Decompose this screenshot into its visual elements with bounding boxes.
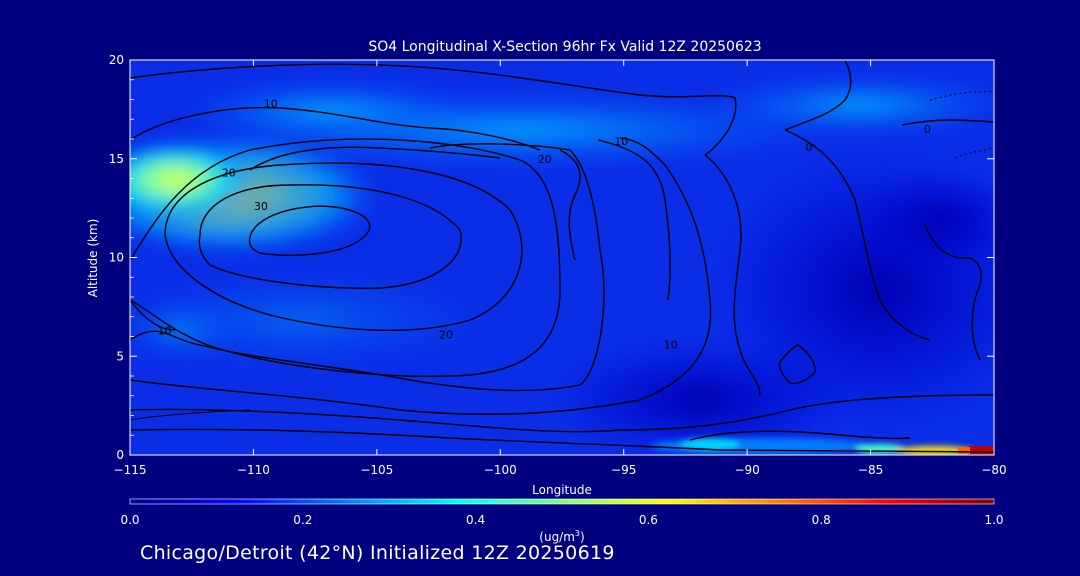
x-tick-label: −95 xyxy=(611,463,636,477)
chart-title: SO4 Longitudinal X-Section 96hr Fx Valid… xyxy=(368,39,761,55)
contour-line xyxy=(929,91,994,101)
upper-band xyxy=(700,75,994,135)
colorbar xyxy=(129,498,995,505)
contour-line xyxy=(559,149,581,261)
contour-lines xyxy=(130,60,994,453)
contour-line xyxy=(248,205,371,256)
contour-label: 10 xyxy=(664,338,678,351)
contour-label: 10 xyxy=(264,97,278,110)
x-axis-label: Longitude xyxy=(532,483,592,497)
low-concentration-region xyxy=(850,170,994,270)
contour-line xyxy=(130,106,541,151)
mid-band xyxy=(130,300,240,360)
y-tick-label: 15 xyxy=(109,152,124,166)
contour-label: 10 xyxy=(614,135,628,148)
contour-line xyxy=(130,428,994,453)
contour-line xyxy=(130,394,994,433)
colorbar-tick-label: 0.8 xyxy=(812,513,831,527)
contour-line xyxy=(784,60,852,131)
colorbar-ticks: 0.0 0.2 0.4 0.6 0.8 1.0 xyxy=(120,513,1003,527)
x-tick-label: −110 xyxy=(237,463,270,477)
contour-line xyxy=(130,63,737,156)
contour-line xyxy=(249,146,501,171)
contour-line xyxy=(901,119,994,126)
surface-moderate xyxy=(895,446,975,455)
x-tick-label: −115 xyxy=(114,463,147,477)
surface-maximum-edge xyxy=(958,447,970,454)
run-info: Chicago/Detroit (42°N) Initialized 12Z 2… xyxy=(140,542,615,564)
colorbar-unit-base: (ug/m xyxy=(539,530,575,544)
contour-label: 0 xyxy=(805,141,812,154)
x-tick-label: −80 xyxy=(981,463,1006,477)
contour-label: 0 xyxy=(924,123,931,136)
contour-line xyxy=(704,154,761,396)
x-tick-label: −100 xyxy=(484,463,517,477)
colorbar-unit-sup: 3 xyxy=(575,529,580,538)
colorbar-tick-label: 0.2 xyxy=(293,513,312,527)
colorbar-unit-end: ) xyxy=(580,530,585,544)
contour-line xyxy=(130,299,176,331)
x-axis-ticks: −115 −110 −105 −100 −95 −90 −85 −80 xyxy=(114,60,1007,477)
concentration-field xyxy=(130,75,994,455)
colorbar-tick-label: 0.0 xyxy=(120,513,139,527)
y-tick-label: 10 xyxy=(109,251,124,265)
low-concentration-region xyxy=(550,340,850,455)
contour-label: 10 xyxy=(158,325,172,338)
contour-line xyxy=(924,224,982,361)
surface-maximum xyxy=(968,446,994,455)
surface-band xyxy=(680,438,740,450)
contour-line xyxy=(130,409,251,421)
y-tick-label: 5 xyxy=(116,349,124,363)
contour-line xyxy=(130,137,712,416)
y-axis-ticks: 0 5 10 15 20 xyxy=(109,53,994,462)
y-axis-label: Altitude (km) xyxy=(86,219,100,298)
contour-line xyxy=(130,143,605,392)
contour-labels: 10 10 20 20 30 20 10 10 0 0 xyxy=(158,97,931,351)
colorbar-tick-label: 1.0 xyxy=(984,513,1003,527)
contour-line xyxy=(689,430,911,441)
contour-line xyxy=(597,139,671,301)
colorbar-unit: (ug/m3) xyxy=(539,529,584,544)
x-tick-label: −85 xyxy=(858,463,883,477)
contour-label: 20 xyxy=(538,153,552,166)
colorbar-tick-label: 0.6 xyxy=(639,513,658,527)
y-tick-label: 0 xyxy=(116,448,124,462)
contour-line xyxy=(778,344,816,385)
contour-line xyxy=(164,162,523,332)
plot-area: 10 10 20 20 30 20 10 10 0 0 xyxy=(130,60,994,455)
contour-label: 20 xyxy=(222,167,236,180)
contour-label: 20 xyxy=(439,329,453,342)
x-tick-label: −90 xyxy=(734,463,759,477)
contour-line xyxy=(198,184,462,289)
y-tick-label: 20 xyxy=(109,53,124,67)
colorbar-tick-label: 0.4 xyxy=(466,513,485,527)
x-tick-label: −105 xyxy=(360,463,393,477)
contour-line xyxy=(784,129,931,341)
contour-label: 30 xyxy=(254,200,268,213)
contour-line xyxy=(130,138,561,377)
